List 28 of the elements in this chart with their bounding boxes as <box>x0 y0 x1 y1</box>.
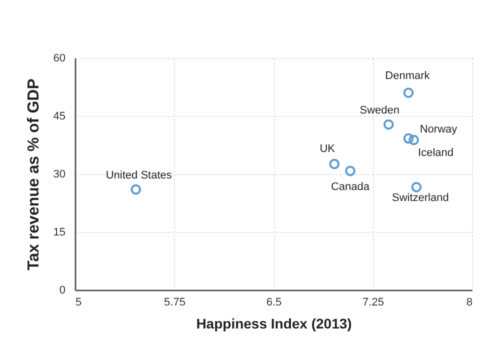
annotation: Iceland <box>418 146 454 159</box>
annotation: UK <box>320 142 336 155</box>
x-tick-label: 5.75 <box>164 296 186 308</box>
x-tick-label: 6.5 <box>266 296 282 308</box>
x-axis-title: Happiness Index (2013) <box>196 316 352 332</box>
point <box>411 182 422 192</box>
point <box>403 88 414 98</box>
point <box>329 158 340 170</box>
y-axis-title: Tax revenue as % of GDP <box>25 78 42 270</box>
y-tick-label: 15 <box>53 226 66 238</box>
annotation: Switzerland <box>392 192 449 204</box>
point <box>383 119 394 130</box>
point <box>345 166 356 176</box>
point <box>403 133 414 144</box>
y-tick-label: 45 <box>53 110 66 122</box>
y-tick-label: 60 <box>53 52 66 64</box>
annotation: Canada <box>330 180 370 193</box>
point <box>130 184 142 195</box>
y-tick-label: 30 <box>53 168 66 180</box>
x-tick-label: 8 <box>466 296 472 308</box>
annotation: Denmark <box>385 70 430 82</box>
annotation: Sweden <box>360 104 400 117</box>
x-tick-label: 7.25 <box>362 296 384 308</box>
annotation: United States <box>106 169 172 182</box>
x-tick-label: 5 <box>76 296 82 308</box>
annotation: Norway <box>420 123 458 136</box>
y-tick-label: 0 <box>59 284 66 296</box>
point <box>408 134 419 146</box>
